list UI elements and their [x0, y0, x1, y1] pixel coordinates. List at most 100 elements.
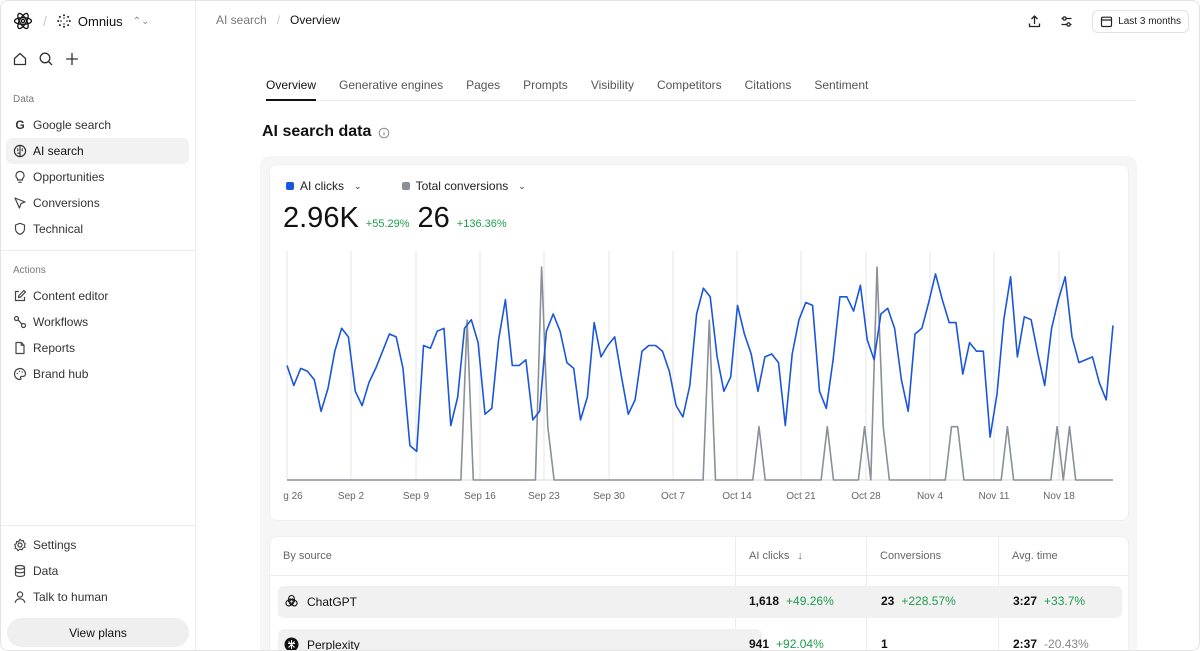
shield-icon [13, 222, 27, 236]
x-tick-label: g 26 [283, 491, 303, 502]
conversions-value: 1 [881, 637, 888, 651]
series-ai-clicks-line [286, 273, 1114, 453]
breadcrumb-parent[interactable]: AI search [216, 13, 267, 27]
logo-icon [13, 11, 33, 31]
sidebar-item-settings[interactable]: Settings [6, 532, 189, 558]
export-button[interactable] [1022, 9, 1046, 33]
tab-competitors[interactable]: Competitors [656, 78, 722, 92]
filter-button[interactable] [1054, 9, 1078, 33]
metric-ai-clicks-value: 2.96K [283, 202, 359, 234]
database-icon [13, 564, 27, 578]
sidebar-item-brand-hub[interactable]: Brand hub [6, 361, 189, 387]
time-delta: -20.43% [1044, 637, 1089, 651]
search-icon[interactable] [38, 51, 54, 67]
gear-icon [13, 538, 27, 552]
sidebar-item-data[interactable]: Data [6, 558, 189, 584]
x-tick-label: Nov 11 [979, 491, 1010, 502]
date-range-label: Last 3 months [1118, 15, 1181, 27]
legend-total-conversions[interactable]: Total conversions ⌄ [401, 179, 526, 193]
info-icon[interactable] [378, 126, 390, 139]
perplexity-icon [284, 637, 299, 650]
view-plans-button[interactable]: View plans [7, 618, 189, 647]
source-name: Perplexity [307, 637, 360, 651]
workflow-icon [13, 315, 27, 329]
tab-sentiment[interactable]: Sentiment [814, 78, 869, 92]
workspace-name: Omnius [77, 13, 123, 29]
table-row[interactable]: ChatGPT 1,618 +49.26% 23 +228.57% 3:27 +33.… [278, 586, 1122, 618]
user-icon [13, 590, 27, 604]
clicks-delta: +49.26% [786, 594, 834, 608]
tab-overview[interactable]: Overview [266, 71, 317, 101]
sidebar-item-opportunities[interactable]: Opportunities [6, 164, 189, 190]
cursor-icon [13, 196, 27, 210]
conversions-delta: +228.57% [901, 594, 956, 608]
upload-icon [1027, 14, 1042, 29]
legend-ai-clicks[interactable]: AI clicks ⌄ [286, 179, 362, 193]
plus-icon[interactable] [64, 51, 80, 67]
metric-conversions-value: 26 [417, 202, 450, 234]
legend-swatch-total-conversions [401, 182, 410, 190]
x-tick-label: Nov 18 [1043, 491, 1075, 502]
x-tick-label: Sep 2 [338, 491, 365, 502]
tab-generative-engines[interactable]: Generative engines [339, 78, 444, 92]
palette-icon [13, 367, 27, 381]
legend-swatch-ai-clicks [286, 182, 294, 190]
chart-legend: AI clicks ⌄ Total conversions ⌄ [286, 179, 526, 193]
tab-prompts[interactable]: Prompts [523, 78, 568, 92]
chart-metrics: 2.96K +55.29% 26 +136.36% [283, 202, 515, 235]
column-header-source[interactable]: By source [283, 550, 332, 562]
sidebar-item-content-editor[interactable]: Content editor [6, 283, 189, 309]
column-header-conversions[interactable]: Conversions [880, 550, 942, 562]
section-label-actions: Actions [13, 265, 46, 276]
sliders-icon [1059, 14, 1074, 29]
line-chart: g 26 Sep 2 Sep 9 Sep 16 Sep 23 Sep 30 Oct 7 Oct… [283, 251, 1114, 502]
metric-conversions-delta: +136.36% [456, 218, 507, 230]
nav-data: G Google search AI search Opportunities … [6, 112, 189, 242]
sort-arrow-icon: ↓ [797, 550, 803, 562]
tab-visibility[interactable]: Visibility [590, 78, 634, 92]
home-icon[interactable] [12, 51, 28, 67]
file-icon [13, 341, 27, 355]
separator: / [43, 13, 47, 29]
column-header-avg-time[interactable]: Avg. time [1012, 550, 1058, 562]
sidebar-item-talk-to-human[interactable]: Talk to human [6, 584, 189, 610]
table-row[interactable]: Perplexity 941 +92.04% 1 2:37 -20.43% [278, 629, 1122, 651]
lightbulb-icon [13, 170, 27, 184]
x-tick-label: Sep 30 [593, 491, 625, 502]
time-value: 3:27 [1013, 594, 1038, 608]
row-highlight [278, 586, 1122, 618]
x-tick-label: Sep 23 [528, 491, 560, 502]
workspace-icon [56, 13, 72, 29]
tab-citations[interactable]: Citations [744, 78, 792, 92]
x-tick-label: Sep 9 [403, 491, 430, 502]
chevron-down-icon: ⌄ [354, 180, 362, 191]
google-icon: G [15, 118, 25, 132]
date-range-button[interactable]: Last 3 months [1092, 9, 1189, 33]
chevron-updown-icon: ⌃⌄ [132, 15, 150, 27]
time-delta: +33.7% [1044, 594, 1086, 608]
brain-icon [13, 144, 27, 158]
sidebar: / Omnius ⌃⌄ Data G Google search AI sear [1, 1, 196, 650]
sidebar-item-technical[interactable]: Technical [6, 216, 189, 242]
x-tick-label: Oct 21 [786, 491, 816, 502]
tab-pages[interactable]: Pages [466, 78, 501, 92]
breadcrumb: AI search / Overview [216, 13, 341, 27]
chart-card: AI clicks ⌄ Total conversions ⌄ 2.96K +5… [269, 164, 1129, 521]
breadcrumb-current: Overview [290, 13, 341, 27]
openai-icon [284, 594, 299, 609]
calendar-icon [1100, 15, 1113, 28]
tab-bar: Overview Generative engines Pages Prompt… [266, 71, 1136, 101]
sidebar-item-reports[interactable]: Reports [6, 335, 189, 361]
sidebar-item-ai-search[interactable]: AI search [6, 138, 189, 164]
sidebar-item-conversions[interactable]: Conversions [6, 190, 189, 216]
workspace-switcher[interactable]: / Omnius ⌃⌄ [13, 10, 149, 32]
x-tick-label: Oct 7 [661, 491, 685, 502]
sidebar-item-google-search[interactable]: G Google search [6, 112, 189, 138]
metric-ai-clicks-delta: +55.29% [365, 218, 410, 230]
sidebar-item-workflows[interactable]: Workflows [6, 309, 189, 335]
clicks-delta: +92.04% [776, 637, 824, 651]
page-title: AI search data [262, 123, 390, 141]
column-header-ai-clicks[interactable]: AI clicks ↓ [749, 550, 803, 562]
source-table: By source AI clicks ↓ Conversions Avg. t… [269, 536, 1129, 651]
